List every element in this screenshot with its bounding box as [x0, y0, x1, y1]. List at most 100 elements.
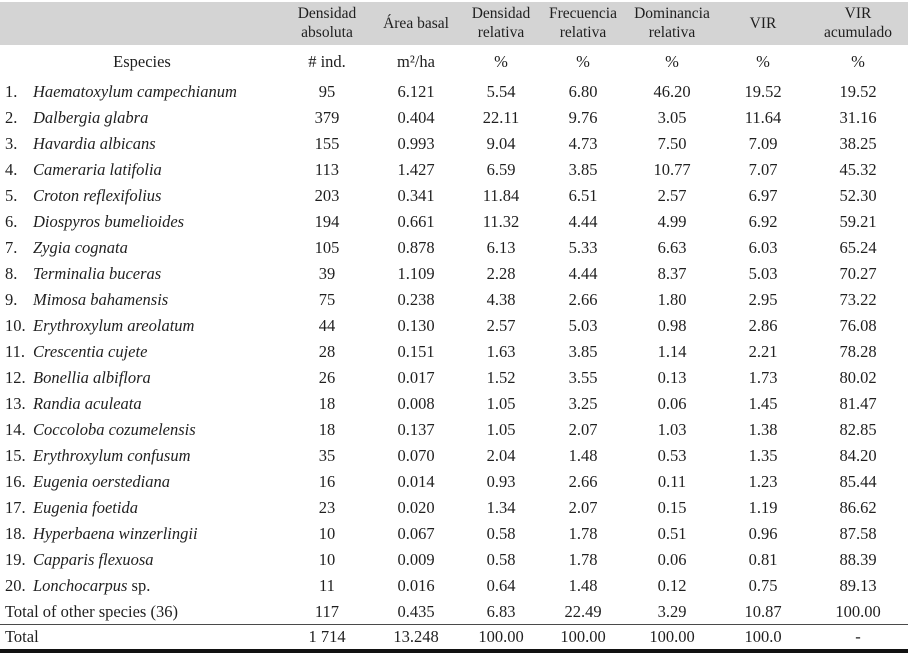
table-row: 19. Capparis flexuosa 10 0.009 0.58 1.78 …: [0, 547, 908, 573]
cell-vir-acumulado: 80.02: [839, 367, 877, 387]
cell-densidad-absoluta: 379: [314, 107, 340, 127]
cell-area-basal: 0.070: [397, 445, 435, 465]
summary-row: Total of other species (36) 117 0.435 6.…: [0, 599, 908, 625]
species-name: Coccoloba cozumelensis: [33, 419, 196, 439]
species-cell: 20. Lonchocarpus sp.: [0, 573, 284, 599]
cell-area-basal: 1.109: [397, 263, 435, 283]
table-row: 11. Crescentia cujete 28 0.151 1.63 3.85 …: [0, 339, 908, 365]
species-name: Mimosa bahamensis: [33, 289, 169, 309]
header-densidad-relativa: Densidad relativa: [471, 5, 531, 42]
cell-frecuencia-relativa: 4.73: [568, 133, 598, 153]
cell-densidad-absoluta: 194: [314, 211, 340, 231]
cell-vir: 7.07: [748, 159, 778, 179]
cell-area-basal: 0.016: [397, 575, 435, 595]
cell-vir: 2.95: [748, 289, 778, 309]
cell-vir: 0.75: [748, 575, 778, 595]
cell-vir-acumulado: -: [808, 624, 908, 651]
species-name: Croton reflexifolius: [33, 185, 162, 205]
species-name: Crescentia cujete: [33, 341, 148, 361]
table-row: 4. Cameraria latifolia 113 1.427 6.59 3.8…: [0, 157, 908, 183]
cell-frecuencia-relativa: 6.51: [568, 185, 598, 205]
row-number: 1.: [5, 81, 18, 101]
cell-area-basal: 0.008: [397, 393, 435, 413]
row-number: 8.: [5, 263, 18, 283]
species-name: Diospyros bumelioides: [33, 211, 185, 231]
cell-vir: 0.96: [748, 523, 778, 543]
table-row: 10. Erythroxylum areolatum 44 0.130 2.57 …: [0, 313, 908, 339]
cell-densidad-relativa: 0.64: [486, 575, 516, 595]
table-row: 1. Haematoxylum campechianum 95 6.121 5.5…: [0, 79, 908, 105]
species-cell: 8. Terminalia buceras: [0, 261, 284, 287]
species-cell: 16. Eugenia oerstediana: [0, 469, 284, 495]
cell-dominancia-relativa: 0.98: [657, 315, 687, 335]
row-number: 5.: [5, 185, 18, 205]
cell-area-basal: 0.014: [397, 471, 435, 491]
species-name: Hyperbaena winzerlingii: [33, 523, 198, 543]
species-cell: 12. Bonellia albiflora: [0, 365, 284, 391]
cell-area-basal: 0.435: [397, 601, 435, 621]
cell-dominancia-relativa: 0.11: [657, 471, 687, 491]
cell-vir-acumulado: 52.30: [839, 185, 877, 205]
cell-densidad-absoluta: 44: [318, 315, 336, 335]
table-row: 20. Lonchocarpus sp. 11 0.016 0.64 1.48 0…: [0, 573, 908, 599]
cell-vir: 2.21: [748, 341, 778, 361]
cell-dominancia-relativa: 0.12: [657, 575, 687, 595]
cell-vir-acumulado: 76.08: [839, 315, 877, 335]
row-number: 7.: [5, 237, 18, 257]
cell-densidad-relativa: 1.63: [486, 341, 516, 361]
summary-label: Total of other species (36): [5, 601, 178, 621]
cell-dominancia-relativa: 4.99: [657, 211, 687, 231]
cell-densidad-relativa: 5.54: [486, 81, 516, 101]
cell-densidad-relativa: 1.05: [486, 419, 516, 439]
cell-densidad-relativa: 6.13: [486, 237, 516, 257]
cell-dominancia-relativa: 7.50: [657, 133, 687, 153]
cell-frecuencia-relativa: 5.03: [568, 315, 598, 335]
header-vir: VIR: [749, 14, 777, 32]
cell-vir: 1.23: [748, 471, 778, 491]
cell-vir: 11.64: [744, 107, 782, 127]
row-number: 19.: [5, 549, 26, 569]
header-area-basal: Área basal: [383, 14, 449, 32]
cell-vir-acumulado: 84.20: [839, 445, 877, 465]
species-cell: 18. Hyperbaena winzerlingii: [0, 521, 284, 547]
table-header: Densidad absoluta Área basal Densidad re…: [0, 2, 908, 79]
species-cell: 3. Havardia albicans: [0, 131, 284, 157]
cell-dominancia-relativa: 10.77: [653, 159, 691, 179]
cell-area-basal: 0.151: [397, 341, 435, 361]
cell-dominancia-relativa: 0.13: [657, 367, 687, 387]
cell-vir: 2.86: [748, 315, 778, 335]
cell-densidad-relativa: 1.52: [486, 367, 516, 387]
species-cell: 4. Cameraria latifolia: [0, 157, 284, 183]
cell-densidad-relativa: 100.00: [462, 624, 540, 651]
table-row: 9. Mimosa bahamensis 75 0.238 4.38 2.66 1…: [0, 287, 908, 313]
cell-densidad-absoluta: 75: [318, 289, 336, 309]
cell-frecuencia-relativa: 6.80: [568, 81, 598, 101]
cell-densidad-relativa: 11.32: [482, 211, 520, 231]
cell-area-basal: 0.020: [397, 497, 435, 517]
cell-frecuencia-relativa: 1.48: [568, 575, 598, 595]
table-row: 2. Dalbergia glabra 379 0.404 22.11 9.76 …: [0, 105, 908, 131]
cell-frecuencia-relativa: 3.55: [568, 367, 598, 387]
species-tbody: 1. Haematoxylum campechianum 95 6.121 5.5…: [0, 79, 908, 651]
cell-densidad-relativa: 11.84: [482, 185, 520, 205]
species-cell: 5. Croton reflexifolius: [0, 183, 284, 209]
unit-dominancia-relativa: %: [665, 51, 679, 71]
cell-densidad-relativa: 6.83: [486, 601, 516, 621]
cell-vir: 1.35: [748, 445, 778, 465]
cell-densidad-relativa: 0.58: [486, 549, 516, 569]
row-number: 12.: [5, 367, 26, 387]
cell-vir: 1.45: [748, 393, 778, 413]
cell-densidad-relativa: 0.58: [486, 523, 516, 543]
cell-vir-acumulado: 85.44: [839, 471, 877, 491]
cell-vir: 19.52: [744, 81, 782, 101]
row-number: 9.: [5, 289, 18, 309]
cell-area-basal: 0.130: [397, 315, 435, 335]
species-name: Cameraria latifolia: [33, 159, 162, 179]
cell-vir-acumulado: 87.58: [839, 523, 877, 543]
cell-frecuencia-relativa: 2.07: [568, 497, 598, 517]
header-vir-acumulado: VIR acumulado: [823, 5, 892, 42]
cell-vir-acumulado: 65.24: [839, 237, 877, 257]
cell-vir-acumulado: 19.52: [839, 81, 877, 101]
cell-dominancia-relativa: 0.06: [657, 393, 687, 413]
row-number: 11.: [5, 341, 26, 361]
